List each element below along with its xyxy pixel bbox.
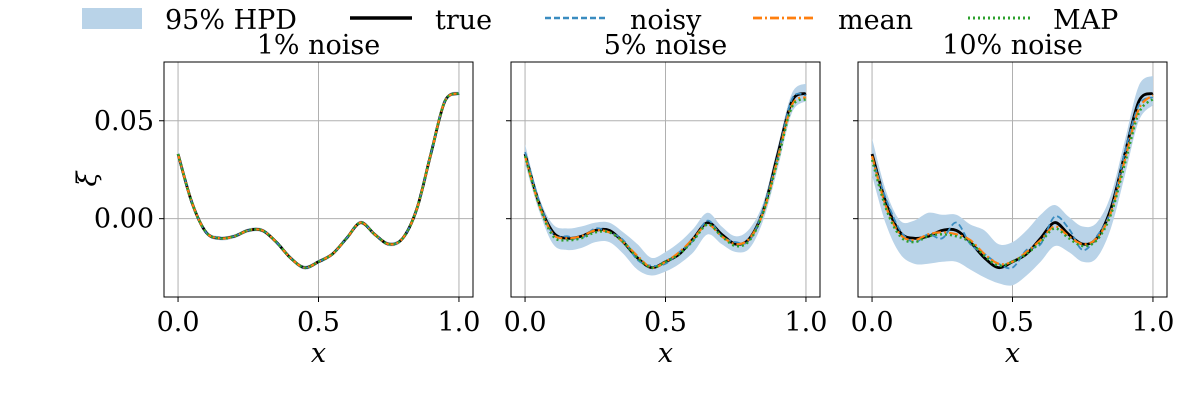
- legend-label: mean: [838, 5, 913, 36]
- y-tick-label: 0.05: [94, 106, 154, 137]
- x-tick-label: 0.0: [504, 307, 547, 338]
- series-line-map: [523, 98, 807, 269]
- x-tick-label: 0.0: [157, 307, 200, 338]
- panel-2: 0.0 0.5 1.0 5% noise x: [504, 30, 828, 369]
- plot-data: [870, 75, 1154, 286]
- gridlines: [164, 62, 473, 297]
- x-tick-label: 1.0: [437, 307, 480, 338]
- legend-label: true: [435, 5, 492, 36]
- x-tick-label: 0.5: [644, 307, 687, 338]
- legend-entry-true: true: [350, 5, 492, 36]
- legend-entry-map: MAP: [968, 5, 1118, 36]
- panel-title: 5% noise: [604, 30, 728, 61]
- plot-data: [176, 91, 460, 270]
- legend: 95% HPD true noisy mean MAP: [82, 5, 1118, 36]
- x-tick-label: 0.5: [297, 307, 340, 338]
- gridlines: [511, 62, 820, 297]
- panel-title: 1% noise: [257, 30, 381, 61]
- legend-swatch-hpd: [82, 8, 142, 29]
- series-line-map: [176, 92, 460, 269]
- hpd-band: [525, 83, 806, 276]
- panel-1: 0.0 0.5 1.0 0.05 0.00 1% noise x ξ: [72, 30, 480, 369]
- series-line-mean: [870, 94, 1154, 266]
- plot-data: [523, 83, 807, 276]
- y-axis-label: ξ: [72, 170, 103, 186]
- x-axis-label: x: [658, 338, 673, 369]
- series-line-noisy: [871, 96, 1154, 270]
- legend-entry-95-hpd: 95% HPD: [82, 5, 297, 36]
- gridlines: [858, 62, 1167, 297]
- legend-entry-mean: mean: [753, 5, 913, 36]
- legend-label: noisy: [630, 5, 702, 36]
- panel-3: 0.0 0.5 1.0 10% noise x: [851, 30, 1175, 369]
- panel-title: 10% noise: [942, 30, 1083, 61]
- x-tick-label: 1.0: [1131, 307, 1174, 338]
- hpd-band: [872, 75, 1153, 286]
- x-tick-label: 0.0: [851, 307, 894, 338]
- series-line-map: [870, 98, 1154, 268]
- x-axis-label: x: [1005, 338, 1020, 369]
- legend-entry-noisy: noisy: [545, 5, 702, 36]
- x-tick-label: 0.5: [991, 307, 1034, 338]
- x-tick-label: 1.0: [784, 307, 827, 338]
- x-axis-label: x: [311, 338, 326, 369]
- y-tick-label: 0.00: [94, 204, 154, 235]
- legend-label: 95% HPD: [165, 5, 297, 36]
- legend-label: MAP: [1053, 5, 1118, 36]
- chart-panels: 0.0 0.5 1.0 0.05 0.00 1% noise x ξ 0.0 0.5 1.0 5% n…: [72, 30, 1174, 369]
